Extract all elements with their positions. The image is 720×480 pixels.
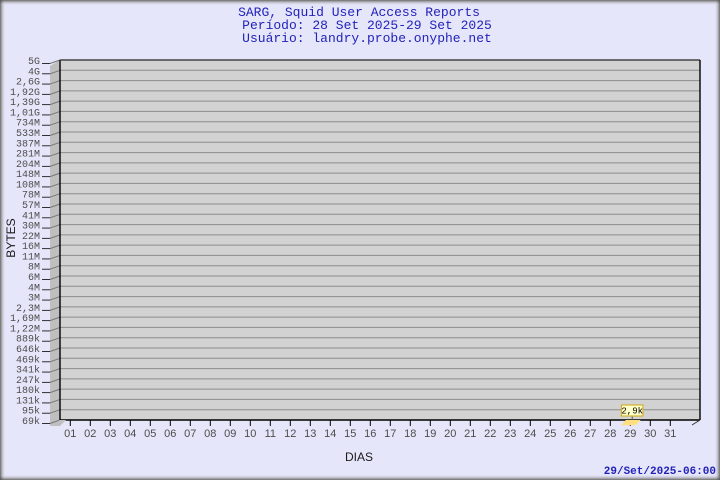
svg-text:889k: 889k	[16, 334, 40, 346]
svg-text:29: 29	[624, 428, 636, 440]
svg-text:21: 21	[464, 428, 476, 440]
svg-text:26: 26	[564, 428, 576, 440]
svg-text:22: 22	[484, 428, 496, 440]
svg-text:28: 28	[604, 428, 616, 440]
svg-text:03: 03	[104, 428, 116, 440]
svg-text:01: 01	[64, 428, 76, 440]
svg-text:131k: 131k	[16, 395, 40, 407]
svg-text:15: 15	[344, 428, 356, 440]
svg-text:31: 31	[664, 428, 676, 440]
svg-text:12: 12	[284, 428, 296, 440]
svg-text:06: 06	[164, 428, 176, 440]
svg-text:20: 20	[444, 428, 456, 440]
svg-text:180k: 180k	[16, 385, 40, 397]
svg-text:24: 24	[524, 428, 536, 440]
svg-text:27: 27	[584, 428, 596, 440]
svg-text:95k: 95k	[22, 406, 40, 418]
svg-text:17: 17	[384, 428, 396, 440]
svg-text:30: 30	[644, 428, 656, 440]
svg-text:10: 10	[244, 428, 256, 440]
svg-text:23: 23	[504, 428, 516, 440]
svg-text:07: 07	[184, 428, 196, 440]
svg-text:05: 05	[144, 428, 156, 440]
svg-text:69k: 69k	[22, 416, 40, 428]
svg-text:11: 11	[265, 428, 276, 440]
svg-text:469k: 469k	[16, 354, 40, 366]
svg-text:341k: 341k	[16, 365, 40, 377]
svg-text:247k: 247k	[16, 375, 40, 387]
svg-text:2,9k: 2,9k	[621, 407, 643, 417]
svg-text:16: 16	[364, 428, 376, 440]
svg-text:09: 09	[224, 428, 236, 440]
svg-text:02: 02	[84, 428, 96, 440]
svg-text:646k: 646k	[16, 344, 40, 356]
svg-text:13: 13	[304, 428, 316, 440]
svg-text:19: 19	[424, 428, 436, 440]
svg-text:25: 25	[544, 428, 556, 440]
svg-text:08: 08	[204, 428, 216, 440]
svg-text:14: 14	[324, 428, 336, 440]
svg-text:18: 18	[404, 428, 416, 440]
svg-text:04: 04	[124, 428, 136, 440]
